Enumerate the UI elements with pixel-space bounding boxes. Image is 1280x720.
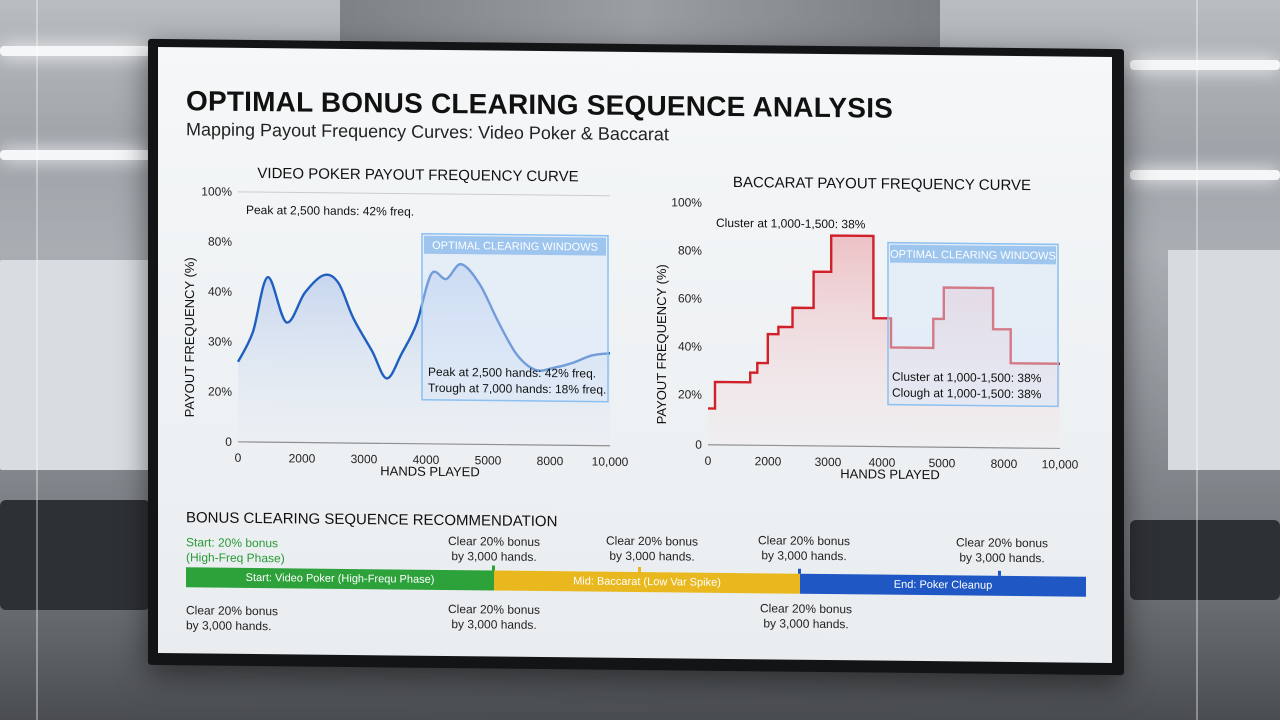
background-desk [1130, 520, 1280, 600]
y-tick-label: 80% [678, 243, 702, 257]
y-tick-label: 60% [678, 291, 702, 305]
y-tick-label: 80% [208, 235, 232, 249]
x-tick-label: 4000 [413, 453, 440, 467]
note-line: Clear 20% bonus [760, 601, 853, 617]
note-line: by 3,000 hands. [451, 549, 537, 564]
x-tick-labels: 0 2000 3000 4000 5000 8000 10,000 [705, 454, 1079, 472]
chart-annotation: Peak at 2,500 hands: 42% freq. [246, 203, 414, 219]
note-line: by 3,000 hands. [763, 616, 849, 632]
ceiling-light [0, 46, 150, 56]
y-tick-label: 100% [201, 184, 232, 198]
optimal-window-box [421, 233, 609, 403]
note-line: Clear 20% bonus [448, 534, 541, 549]
y-tick-label: 40% [678, 339, 702, 353]
x-tick-label: 5000 [475, 453, 502, 467]
x-tick-label: 10,000 [592, 455, 629, 469]
x-tick-labels: 0 2000 3000 4000 5000 8000 10,000 [235, 451, 629, 469]
y-tick-labels: 100% 80% 60% 40% 20% 0 [671, 195, 702, 451]
chart-annotation: Clough at 1,000-1,500: 38% [892, 386, 1042, 402]
timeline-note: Clear 20% bonus by 3,000 hands. [606, 534, 698, 565]
x-tick-label: 5000 [929, 456, 956, 470]
y-tick-label: 100% [671, 195, 702, 209]
series-line [236, 262, 611, 380]
optimal-window-box [887, 241, 1059, 408]
y-tick-label: 20% [208, 385, 232, 399]
x-axis-label: HANDS PLAYED [380, 463, 479, 479]
charts-canvas: VIDEO POKER PAYOUT FREQUENCY CURVE PAYOU… [182, 165, 1079, 482]
note-line: by 3,000 hands. [451, 617, 537, 632]
background-wall-chart [1168, 250, 1280, 470]
x-tick-label: 8000 [537, 454, 564, 468]
glass-frame [1196, 0, 1198, 720]
x-tick-label: 2000 [755, 454, 782, 468]
x-tick-label: 10,000 [1042, 457, 1079, 471]
x-tick-label: 3000 [815, 455, 842, 469]
y-axis-label: PAYOUT FREQUENCY (%) [654, 264, 669, 424]
note-line: by 3,000 hands. [609, 548, 695, 564]
optimal-window-label: OPTIMAL CLEARING WINDOWS [432, 240, 598, 254]
chart-annotation: Cluster at 1,000-1,500: 38% [716, 216, 866, 232]
note-line: by 3,000 hands. [761, 548, 847, 564]
y-tick-labels: 100% 80% 40% 30% 20% 0 [201, 184, 232, 448]
timeline-segment-start: Start: Video Poker (High-Frequ Phase) [186, 567, 494, 591]
chart-annotation: Trough at 7,000 hands: 18% freq. [428, 381, 606, 397]
y-tick-label: 40% [208, 285, 232, 299]
timeline-note: Clear 20% bonus by 3,000 hands. [186, 603, 278, 634]
chart-annotation: Cluster at 1,000-1,500: 38% [892, 370, 1042, 386]
glass-frame [36, 0, 38, 720]
start-note-line: (High-Freq Phase) [186, 550, 285, 566]
timeline-marker [638, 567, 641, 573]
note-line: Clear 20% bonus [758, 533, 851, 549]
background-chair [0, 500, 150, 610]
display-monitor: OPTIMAL BONUS CLEARING SEQUENCE ANALYSIS… [148, 38, 1124, 676]
timeline-marker [798, 568, 801, 574]
chart-title: BACCARAT PAYOUT FREQUENCY CURVE [733, 174, 1031, 194]
optimal-window-header [424, 235, 606, 256]
timeline-segment-end: End: Poker Cleanup [800, 573, 1086, 597]
baccarat-chart: BACCARAT PAYOUT FREQUENCY CURVE PAYOUT F… [654, 174, 1079, 482]
video-poker-chart: VIDEO POKER PAYOUT FREQUENCY CURVE PAYOU… [182, 165, 629, 479]
optimal-window-header [890, 244, 1056, 265]
y-tick-label: 20% [678, 387, 702, 401]
timeline-note: Clear 20% bonus by 3,000 hands. [760, 601, 852, 632]
ceiling-light [1130, 170, 1280, 180]
x-tick-label: 3000 [351, 452, 378, 466]
timeline-note: Clear 20% bonus by 3,000 hands. [448, 602, 540, 633]
x-tick-label: 0 [705, 454, 712, 468]
timeline-segment-mid: Mid: Baccarat (Low Var Spike) [494, 570, 800, 594]
note-line: Clear 20% bonus [956, 535, 1049, 551]
background-wall-chart [0, 260, 150, 470]
ceiling-light [1130, 60, 1280, 70]
y-tick-label: 0 [695, 438, 702, 452]
timeline-note: Clear 20% bonus by 3,000 hands. [956, 535, 1048, 566]
note-line: by 3,000 hands. [186, 618, 272, 634]
x-tick-label: 4000 [869, 455, 896, 469]
chart-title: VIDEO POKER PAYOUT FREQUENCY CURVE [257, 165, 578, 185]
x-tick-label: 8000 [991, 457, 1018, 471]
y-tick-label: 0 [225, 435, 232, 449]
chart-annotation: Peak at 2,500 hands: 42% freq. [428, 365, 596, 381]
x-tick-label: 0 [235, 451, 242, 465]
y-axis-label: PAYOUT FREQUENCY (%) [182, 257, 197, 417]
note-line: Clear 20% bonus [448, 602, 541, 617]
start-note-line: Start: 20% bonus [186, 535, 279, 551]
y-tick-label: 30% [208, 335, 232, 349]
series-line [708, 234, 1060, 410]
x-axis-label: HANDS PLAYED [840, 466, 939, 482]
x-tick-label: 2000 [289, 451, 316, 465]
ceiling-light [0, 150, 150, 160]
optimal-window-label: OPTIMAL CLEARING WINDOWS [890, 249, 1056, 263]
display-screen: OPTIMAL BONUS CLEARING SEQUENCE ANALYSIS… [158, 46, 1112, 663]
note-line: by 3,000 hands. [959, 550, 1045, 566]
timeline-start-note: Start: 20% bonus (High-Freq Phase) [186, 535, 285, 566]
timeline-marker [492, 565, 495, 571]
note-line: Clear 20% bonus [186, 603, 279, 619]
timeline-note: Clear 20% bonus by 3,000 hands. [448, 534, 540, 565]
timeline-note: Clear 20% bonus by 3,000 hands. [758, 533, 850, 564]
note-line: Clear 20% bonus [606, 533, 699, 549]
gridline [238, 191, 610, 197]
timeline-marker [998, 570, 1001, 576]
